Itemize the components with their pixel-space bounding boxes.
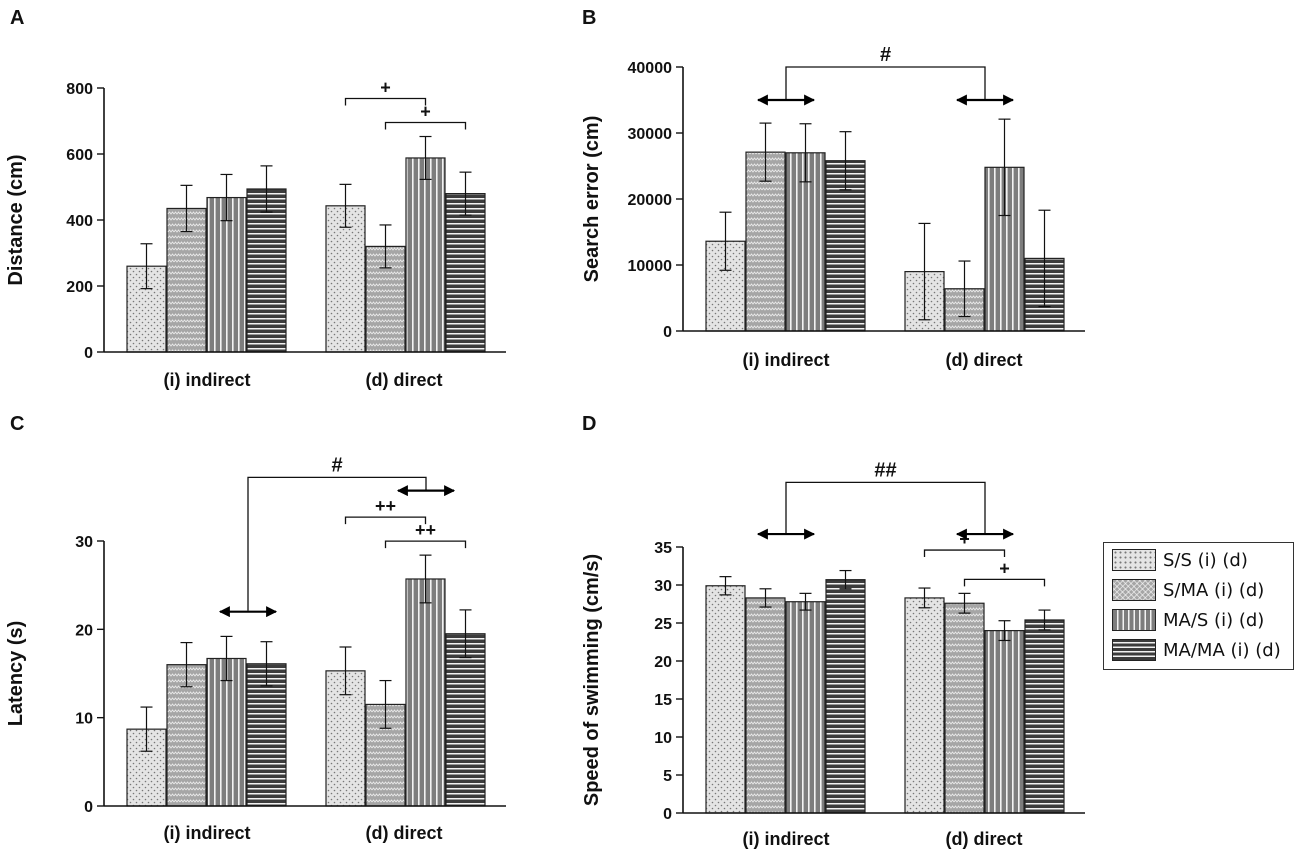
bar: [984, 629, 1025, 814]
panel-letter-d: D: [582, 413, 596, 435]
y-axis-title: Search error (cm): [581, 116, 603, 283]
x-category-label: (d) direct: [365, 823, 442, 843]
y-tick-label: 0: [84, 345, 93, 362]
y-tick-label: 5: [663, 768, 672, 785]
bar: [166, 664, 207, 807]
legend-swatch-mas: [1112, 609, 1156, 631]
x-category-label: (i) indirect: [742, 829, 829, 849]
y-tick-label: 20: [75, 622, 93, 639]
y-axis-title: Distance (cm): [5, 154, 27, 285]
bar: [785, 152, 826, 332]
group-comparison-bracket: [247, 476, 427, 611]
significance-bracket: [384, 121, 467, 130]
y-tick-label: 30000: [628, 126, 673, 143]
y-tick-label: 10: [75, 711, 93, 728]
x-category-label: (i) indirect: [742, 350, 829, 370]
significance-label: ++: [415, 520, 436, 540]
significance-label: ++: [375, 496, 396, 516]
legend-item-mas: MA/S (i) (d): [1112, 607, 1264, 633]
y-tick-label: 10: [654, 730, 672, 747]
legend-swatch-sma: [1112, 579, 1156, 601]
significance-label: +: [420, 102, 431, 122]
bar: [705, 585, 746, 814]
group-comparison-label: #: [331, 454, 342, 476]
legend-item-mama: MA/MA (i) (d): [1112, 637, 1281, 663]
significance-bracket: [384, 540, 467, 549]
y-tick-label: 10000: [628, 258, 673, 275]
legend: S/S (i) (d) S/MA (i) (d) MA/S (i) (d) MA…: [1103, 542, 1294, 670]
y-tick-label: 0: [663, 806, 672, 823]
panel-d: 0 5 10 15 20 25 30 35 (i) indirect (d) direct Spee…: [581, 459, 1085, 849]
panel-b: 0 10000 20000 30000 40000 (i) indirect (d) dir…: [581, 44, 1085, 370]
bar: [944, 602, 985, 814]
y-tick-label: 25: [654, 616, 672, 633]
significance-bracket: [344, 97, 427, 106]
legend-label-mama: MA/MA (i) (d): [1163, 639, 1281, 661]
bar: [246, 663, 287, 807]
group-comparison-bracket: [785, 481, 986, 534]
y-tick-label: 0: [84, 799, 93, 816]
bar: [745, 597, 786, 814]
significance-bracket: [923, 549, 1006, 558]
bar: [904, 597, 945, 814]
y-tick-label: 30: [654, 578, 672, 595]
bar: [405, 578, 446, 807]
panel-c: 0 10 20 30 (i) indirect (d) direct Latency (s)…: [5, 454, 506, 843]
y-tick-label: 35: [654, 540, 672, 557]
bar: [246, 188, 287, 353]
group-comparison-label: #: [880, 44, 891, 66]
y-tick-label: 15: [654, 692, 672, 709]
bar: [445, 633, 486, 807]
y-tick-label: 200: [66, 279, 93, 296]
bar: [405, 157, 446, 353]
y-tick-label: 400: [66, 213, 93, 230]
legend-item-sma: S/MA (i) (d): [1112, 577, 1264, 603]
y-axis-title: Latency (s): [5, 621, 27, 727]
significance-label: +: [380, 78, 391, 98]
y-axis-title: Speed of swimming (cm/s): [581, 554, 603, 806]
x-category-label: (d) direct: [365, 370, 442, 390]
bar: [445, 193, 486, 353]
panel-letter-b: B: [582, 7, 596, 29]
bar: [166, 207, 207, 353]
y-tick-label: 600: [66, 147, 93, 164]
significance-bracket: [963, 578, 1046, 587]
x-category-label: (d) direct: [945, 350, 1022, 370]
group-comparison-label: ##: [874, 459, 896, 481]
y-tick-label: 20000: [628, 192, 673, 209]
x-category-label: (i) indirect: [163, 370, 250, 390]
bar: [1024, 619, 1065, 814]
panel-letter-a: A: [10, 7, 24, 29]
y-tick-label: 30: [75, 534, 93, 551]
legend-swatch-mama: [1112, 639, 1156, 661]
x-category-label: (d) direct: [945, 829, 1022, 849]
bar: [785, 601, 826, 814]
y-tick-label: 20: [654, 654, 672, 671]
bar: [206, 657, 247, 807]
group-comparison-bracket: [785, 66, 986, 99]
legend-label-ss: S/S (i) (d): [1163, 549, 1248, 571]
legend-swatch-ss: [1112, 549, 1156, 571]
y-tick-label: 40000: [628, 60, 673, 77]
significance-bracket: [344, 516, 427, 525]
legend-label-mas: MA/S (i) (d): [1163, 609, 1265, 631]
panel-a: 0 200 400 600 800 (i) indirect (d) direct Dista…: [5, 78, 506, 390]
panel-letter-c: C: [10, 413, 24, 435]
legend-label-sma: S/MA (i) (d): [1163, 579, 1265, 601]
legend-item-ss: S/S (i) (d): [1112, 547, 1248, 573]
x-category-label: (i) indirect: [163, 823, 250, 843]
significance-label: +: [999, 558, 1010, 578]
y-tick-label: 0: [663, 324, 672, 341]
significance-label: +: [959, 529, 970, 549]
bar: [825, 579, 866, 814]
y-tick-label: 800: [66, 81, 93, 98]
